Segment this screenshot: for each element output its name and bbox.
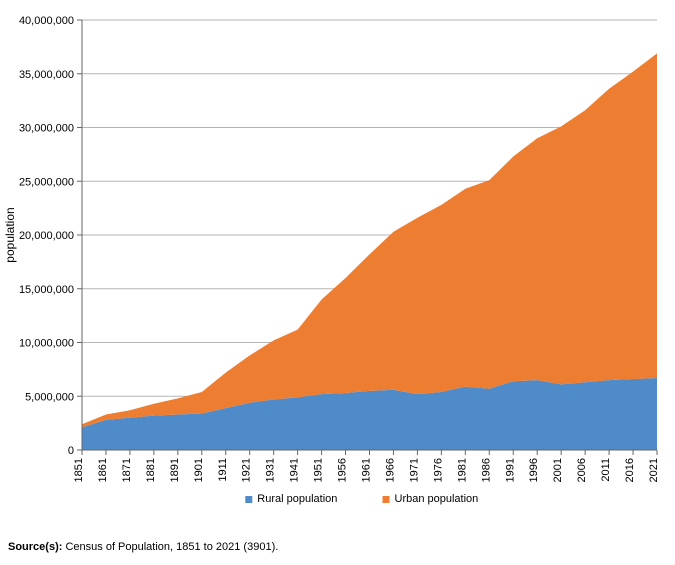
x-tick-label: 1851 — [73, 458, 85, 482]
x-tick-label: 1881 — [145, 458, 157, 482]
x-tick-label: 1941 — [289, 458, 301, 482]
y-axis-label: population — [3, 207, 17, 262]
x-tick-label: 2016 — [624, 458, 636, 482]
area-series — [82, 53, 657, 427]
x-tick-label: 1996 — [528, 458, 540, 482]
legend: Rural population Urban population — [245, 493, 478, 505]
x-tick-label: 2011 — [600, 458, 612, 482]
x-tick-label: 1921 — [241, 458, 253, 482]
x-tick-label: 2001 — [552, 458, 564, 482]
y-axis: 0 5,000,000 10,000,000 15,000,000 20,000,000… — [19, 15, 82, 457]
x-tick-label: 1991 — [504, 458, 516, 482]
x-tick-label: 1911 — [217, 458, 229, 482]
legend-label: Urban population — [395, 493, 479, 505]
x-tick-label: 2021 — [648, 458, 660, 482]
x-tick-label: 1891 — [169, 458, 181, 482]
x-tick-label: 1986 — [480, 458, 492, 482]
y-tick-label: 10,000,000 — [19, 338, 74, 350]
x-tick-label: 1956 — [337, 458, 349, 482]
x-tick-label: 1976 — [432, 458, 444, 482]
x-tick-label: 1961 — [361, 458, 373, 482]
x-tick-label: 1966 — [384, 458, 396, 482]
legend-label: Rural population — [257, 493, 337, 505]
x-tick-label: 1861 — [97, 458, 109, 482]
legend-swatch — [383, 496, 390, 503]
stacked-areas — [82, 53, 657, 450]
y-tick-label: 15,000,000 — [19, 284, 74, 296]
y-tick-label: 0 — [68, 445, 74, 457]
source-label: Source(s): — [8, 541, 65, 553]
y-tick-label: 35,000,000 — [19, 69, 74, 81]
population-area-chart: 0 5,000,000 10,000,000 15,000,000 20,000,000… — [0, 0, 675, 523]
legend-swatch — [245, 496, 252, 503]
source-text: Census of Population, 1851 to 2021 (3901… — [65, 541, 278, 553]
page-root: 0 5,000,000 10,000,000 15,000,000 20,000,000… — [0, 0, 675, 565]
x-tick-label: 2006 — [576, 458, 588, 482]
source-line: Source(s): Census of Population, 1851 to… — [8, 541, 278, 553]
y-tick-label: 30,000,000 — [19, 123, 74, 135]
y-tick-label: 25,000,000 — [19, 176, 74, 188]
x-tick-label: 1951 — [313, 458, 325, 482]
y-tick-label: 20,000,000 — [19, 230, 74, 242]
x-tick-label: 1871 — [121, 458, 133, 482]
y-tick-label: 40,000,000 — [19, 15, 74, 27]
x-tick-label: 1901 — [193, 458, 205, 482]
x-tick-label: 1971 — [408, 458, 420, 482]
x-tick-label: 1931 — [265, 458, 277, 482]
chart-svg: 0 5,000,000 10,000,000 15,000,000 20,000,000… — [0, 0, 675, 520]
x-tick-label: 1981 — [456, 458, 468, 482]
y-tick-label: 5,000,000 — [25, 391, 74, 403]
